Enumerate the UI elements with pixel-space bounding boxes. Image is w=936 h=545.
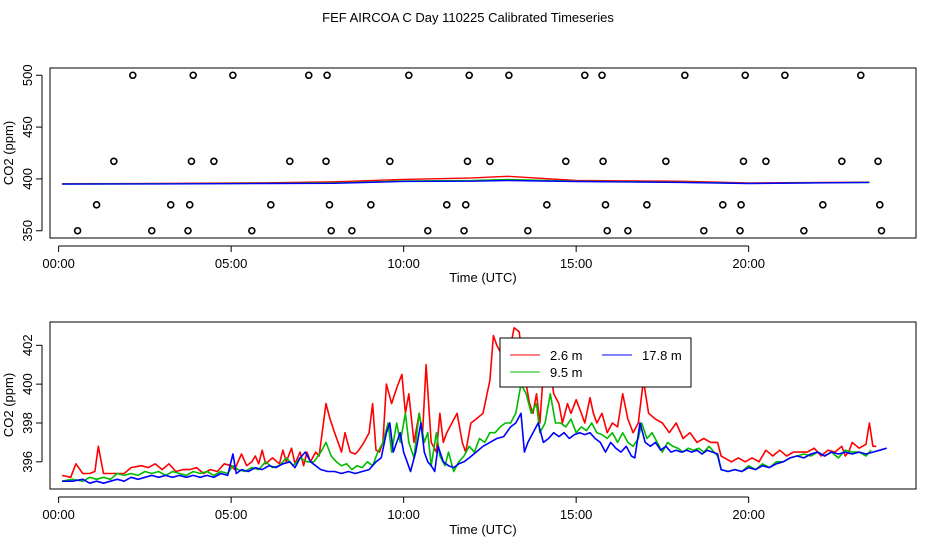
calibration-point (781, 71, 789, 80)
top-x-axis-label: Time (UTC) (449, 270, 516, 285)
calibration-point (562, 157, 570, 166)
bottom-plot-frame (49, 321, 917, 490)
bottom-series-line-2-6-m (61, 326, 877, 479)
top-y-axis-label: CO2 (ppm) (1, 121, 16, 185)
bottom-y-tick-label: 400 (20, 373, 35, 395)
calibration-point (110, 157, 118, 166)
calibration-point (463, 157, 472, 166)
top-calibration-plot: Time (UTC) CO2 (ppm) 00:00 05:00 10:00 15:0… (1, 64, 917, 285)
calibration-point (741, 71, 750, 80)
calibration-point (580, 71, 589, 80)
calibration-point (486, 157, 494, 166)
calibration-point (465, 71, 473, 80)
bottom-series-line-9-5-m (61, 383, 872, 483)
bottom-x-axis-label: Time (UTC) (449, 522, 516, 537)
top-x-tick-label: 20:00 (732, 256, 765, 271)
bottom-x-tick-label: 00:00 (42, 507, 75, 522)
top-x-tick-label: 05:00 (215, 256, 248, 271)
calibration-point (323, 71, 331, 80)
calibration-point (327, 226, 335, 235)
calibration-point (856, 71, 865, 80)
calibration-point (129, 71, 137, 80)
bottom-x-tick-label: 05:00 (215, 507, 248, 522)
calibration-point (461, 201, 470, 209)
calibration-point (838, 157, 846, 166)
calibration-point (681, 71, 689, 80)
calibration-point (147, 226, 156, 235)
top-x-tick-label: 00:00 (42, 256, 75, 271)
top-y-tick-label: 350 (20, 220, 35, 242)
calibration-point (762, 157, 770, 166)
calibration-point (874, 157, 882, 166)
bottom-y-axis-label: CO2 (ppm) (1, 373, 16, 437)
legend-label-17-8m: 17.8 m (642, 348, 682, 363)
top-series-line-17-8-m (62, 179, 870, 185)
top-y-tick-label: 450 (20, 116, 35, 138)
top-y-tick-label: 500 (20, 64, 35, 86)
calibration-point (386, 157, 394, 166)
legend: 2.6 m 17.8 m 9.5 m (499, 337, 692, 388)
bottom-co2-plot: Time (UTC) CO2 (ppm) 00:00 05:00 10:00 15:0… (1, 321, 917, 537)
calibration-point (285, 157, 294, 166)
top-y-tick-label: 400 (20, 168, 35, 190)
calibration-point (819, 201, 827, 209)
calibration-point (166, 201, 175, 209)
calibration-point (643, 201, 651, 209)
calibration-point (524, 226, 532, 235)
calibration-point (248, 226, 256, 235)
calibration-point (460, 226, 468, 235)
bottom-y-tick-label: 396 (20, 451, 35, 473)
calibration-point (267, 201, 275, 209)
calibration-point (624, 226, 632, 235)
calibration-point (875, 201, 884, 209)
calibration-point (599, 157, 607, 166)
calibration-point (505, 71, 513, 80)
figure-title: FEF AIRCOA C Day 110225 Calibrated Times… (322, 10, 614, 25)
calibration-point (210, 157, 218, 166)
legend-label-2-6m: 2.6 m (550, 348, 583, 363)
legend-box (499, 337, 692, 388)
bottom-x-tick-label: 15:00 (560, 507, 593, 522)
calibration-point (736, 226, 744, 235)
calibration-point (185, 201, 194, 209)
calibration-point (877, 226, 886, 235)
calibration-point (187, 157, 196, 166)
calibration-point (423, 226, 432, 235)
calibration-point (800, 226, 808, 235)
calibration-point (184, 226, 192, 235)
calibration-point (229, 71, 237, 80)
calibration-point (718, 201, 727, 209)
calibration-point (367, 201, 375, 209)
legend-label-9-5m: 9.5 m (550, 365, 583, 380)
top-plot-frame (49, 67, 917, 239)
calibration-point (598, 71, 606, 80)
calibration-point (662, 157, 670, 166)
calibration-point (304, 71, 313, 80)
calibration-point (73, 226, 82, 235)
calibration-point (189, 71, 197, 80)
bottom-y-tick-label: 398 (20, 412, 35, 434)
calibration-point (405, 71, 413, 80)
bottom-y-tick-label: 402 (20, 334, 35, 356)
top-x-tick-label: 10:00 (387, 256, 420, 271)
calibration-point (348, 226, 356, 235)
bottom-x-tick-label: 10:00 (387, 507, 420, 522)
calibration-point (325, 201, 334, 209)
calibration-point (442, 201, 451, 209)
calibration-point (322, 157, 330, 166)
bottom-x-tick-label: 20:00 (732, 507, 765, 522)
bottom-series-line-17-8-m (62, 412, 887, 485)
calibration-point (92, 201, 101, 209)
calibration-point (737, 201, 745, 209)
top-x-tick-label: 15:00 (560, 256, 593, 271)
calibration-point (543, 201, 551, 209)
calibration-point (739, 157, 748, 166)
calibration-point (601, 201, 610, 209)
calibration-point (700, 226, 708, 235)
calibration-point (603, 226, 612, 235)
